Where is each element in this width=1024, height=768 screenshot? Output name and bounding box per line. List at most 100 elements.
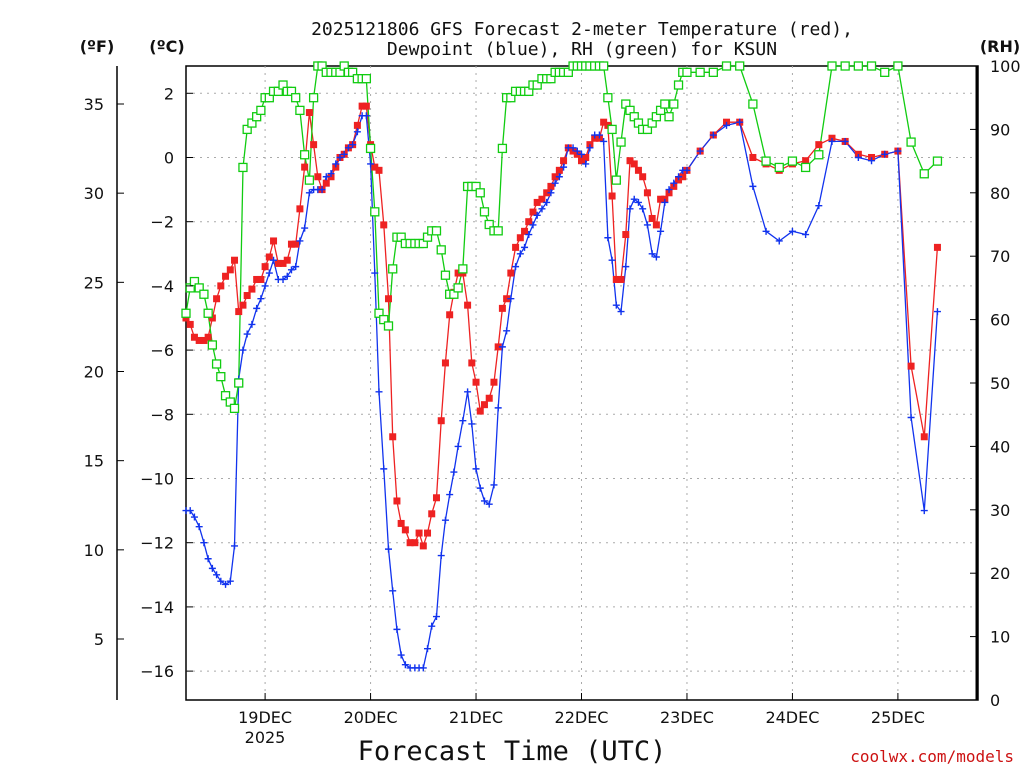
temperature-point: [424, 529, 432, 537]
temperature-point: [380, 221, 388, 229]
dewpoint-point: [296, 237, 304, 245]
rh-point: [506, 93, 516, 103]
dewpoint-point: [933, 308, 941, 316]
rh-point: [484, 219, 494, 230]
fahrenheit-unit-label: (ºF): [80, 37, 115, 56]
dewpoint-point: [472, 465, 480, 473]
celsius-tick-label: −14: [140, 598, 174, 617]
rh-point: [203, 308, 213, 318]
rh-point: [181, 308, 191, 318]
fahrenheit-tick-label: 30: [84, 184, 104, 203]
rh-point: [919, 169, 929, 179]
dewpoint-point: [340, 150, 348, 158]
rh-point: [273, 86, 283, 97]
rh-point: [607, 124, 617, 135]
temperature-point: [305, 109, 313, 117]
dewpoint-point: [586, 144, 594, 152]
rh-point: [220, 391, 231, 401]
temperature-point: [634, 166, 642, 174]
dewpoint-point: [349, 141, 357, 149]
temperature-point: [371, 163, 379, 171]
temperature-point: [248, 285, 256, 293]
rh-tick-label: 70: [990, 247, 1010, 266]
dewpoint-point: [222, 580, 230, 588]
dewpoint-point: [578, 150, 585, 158]
dewpoint-point: [815, 202, 823, 210]
dewpoint-point: [401, 661, 409, 669]
dewpoint-point: [775, 237, 783, 245]
dewpoint-point: [525, 231, 533, 239]
temperature-point: [270, 237, 278, 245]
temperature-point: [243, 292, 251, 300]
dewpoint-point: [490, 481, 498, 489]
dewpoint-point: [485, 500, 493, 508]
chart-title-line-2: Dewpoint (blue), RH (green) for KSUN: [387, 39, 777, 60]
dewpoint-point: [634, 198, 642, 206]
dewpoint-point: [424, 645, 432, 653]
celsius-tick-label: −6: [150, 341, 174, 360]
rh-point: [347, 67, 358, 77]
dewpoint-point: [428, 622, 436, 630]
rh-point: [238, 162, 248, 173]
temperature-point: [314, 173, 322, 181]
rh-point: [229, 403, 240, 414]
dewpoint-point: [736, 118, 744, 126]
dewpoint-point: [507, 295, 515, 303]
temperature-point: [503, 295, 511, 303]
temperature-point: [401, 526, 409, 534]
dewpoint-point: [253, 304, 261, 312]
dewpoint-point: [480, 497, 488, 505]
dewpoint-point: [459, 417, 467, 425]
rh-series-line: [185, 65, 938, 410]
dewpoint-point: [608, 256, 616, 264]
temperature-point: [679, 173, 687, 181]
temperature-point: [415, 529, 423, 537]
celsius-tick-label: −2: [150, 213, 174, 232]
rh-point: [853, 61, 863, 71]
dewpoint-point: [468, 420, 476, 428]
dewpoint-point: [318, 186, 326, 194]
dewpoint-point: [464, 388, 472, 396]
dewpoint-point: [265, 269, 273, 277]
dewpoint-point: [762, 227, 770, 235]
rh-point: [291, 93, 301, 103]
temperature-point: [476, 407, 484, 415]
rh-point: [840, 61, 850, 71]
dewpoint-point: [393, 625, 401, 633]
temperature-point: [512, 243, 520, 251]
temperature-point: [516, 234, 524, 242]
rh-point: [532, 80, 542, 90]
dewpoint-point: [186, 507, 194, 515]
dewpoint-point: [446, 491, 454, 499]
temperature-point: [397, 519, 405, 527]
x-tick-label: 23DEC: [660, 708, 714, 727]
rh-point: [603, 93, 613, 103]
fahrenheit-tick-label: 25: [84, 273, 104, 292]
rh-point: [880, 67, 890, 77]
dewpoint-point: [503, 327, 511, 335]
temperature-point: [600, 118, 608, 126]
dewpoint-point: [454, 442, 462, 450]
fahrenheit-tick-label: 10: [84, 541, 104, 560]
dewpoint-point: [788, 227, 796, 235]
celsius-tick-label: −16: [140, 662, 174, 681]
rh-point: [814, 150, 824, 160]
rh-point: [787, 156, 798, 166]
rh-tick-label: 0: [990, 691, 1000, 710]
rh-point: [199, 289, 209, 299]
celsius-tick-label: 0: [164, 148, 174, 167]
rh-tick-label: 50: [990, 374, 1010, 393]
rh-point: [458, 264, 468, 274]
temperature-point: [543, 189, 551, 197]
temperature-point: [353, 121, 361, 129]
celsius-tick-label: −10: [140, 470, 174, 489]
rh-point: [453, 283, 463, 293]
dewpoint-point: [226, 577, 234, 585]
dewpoint-point: [643, 221, 651, 229]
dewpoint-point: [675, 173, 683, 181]
celsius-tick-label: −8: [150, 405, 174, 424]
temperature-point: [749, 153, 757, 161]
dewpoint-point: [841, 137, 849, 145]
temperature-point: [213, 295, 221, 303]
fahrenheit-tick-label: 15: [84, 452, 104, 471]
